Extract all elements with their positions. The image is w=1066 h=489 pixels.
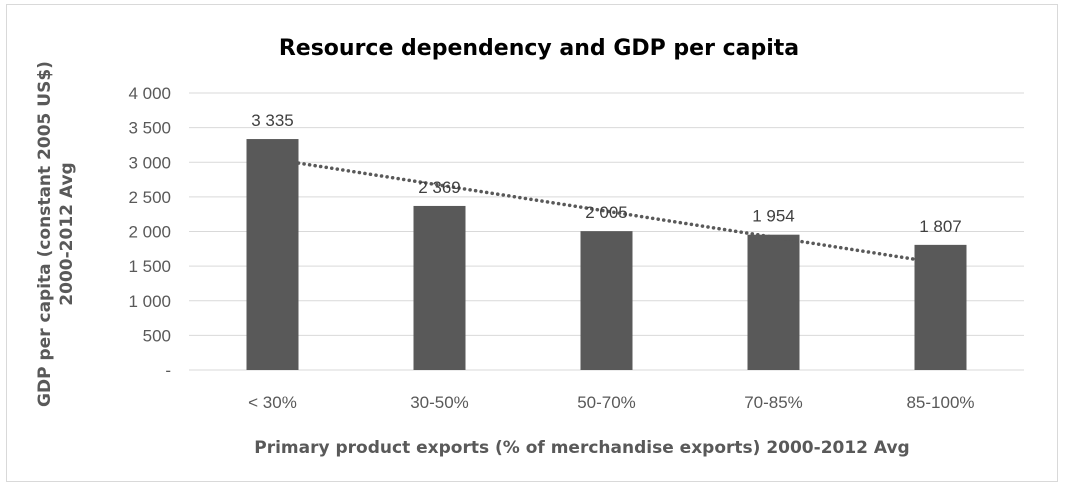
bars (246, 139, 967, 370)
x-tick-label: 85-100% (906, 393, 974, 412)
y-tick-label: 500 (143, 326, 171, 345)
y-axis-title: GDP per capita (constant 2005 US$) 2000-… (35, 61, 77, 407)
data-label: 1 807 (919, 217, 962, 236)
chart-frame: Resource dependency and GDP per capita -… (6, 4, 1058, 482)
data-label: 3 335 (251, 111, 294, 130)
bar (747, 234, 800, 370)
trendline (296, 161, 917, 261)
y-tick-label: 1 500 (128, 257, 171, 276)
y-tick-label: 2 500 (128, 188, 171, 207)
x-axis-title: Primary product exports (% of merchandis… (254, 438, 909, 458)
data-label: 1 954 (752, 207, 795, 226)
x-tick-label: 30-50% (410, 393, 469, 412)
chart-title: Resource dependency and GDP per capita (279, 36, 799, 61)
data-label: 2 369 (418, 178, 461, 197)
y-tick-label: - (165, 361, 171, 380)
y-tick-label: 3 500 (128, 119, 171, 138)
y-tick-label: 4 000 (128, 84, 171, 103)
x-axis-ticks: < 30% 30-50% 50-70% 70-85% 85-100% (248, 393, 974, 412)
y-tick-label: 1 000 (128, 292, 171, 311)
bar (246, 139, 299, 370)
bar (914, 244, 967, 370)
x-tick-label: 70-85% (744, 393, 803, 412)
y-axis-title-line-2: 2000-2012 Avg (57, 162, 77, 305)
chart: Resource dependency and GDP per capita -… (35, 36, 1024, 458)
trendline-layer (296, 161, 917, 261)
x-tick-label: < 30% (248, 393, 297, 412)
x-tick-label: 50-70% (577, 393, 636, 412)
y-tick-label: 3 000 (128, 153, 171, 172)
bar (413, 205, 466, 370)
y-axis-title-line-1: GDP per capita (constant 2005 US$) (35, 61, 55, 407)
bar (580, 231, 633, 370)
data-labels: 3 335 2 369 2 005 1 954 1 807 (251, 111, 962, 236)
y-axis-ticks: - 500 1 000 1 500 2 000 2 500 3 000 3 500 4 000 (128, 84, 171, 380)
y-tick-label: 2 000 (128, 223, 171, 242)
data-label: 2 005 (585, 203, 628, 222)
